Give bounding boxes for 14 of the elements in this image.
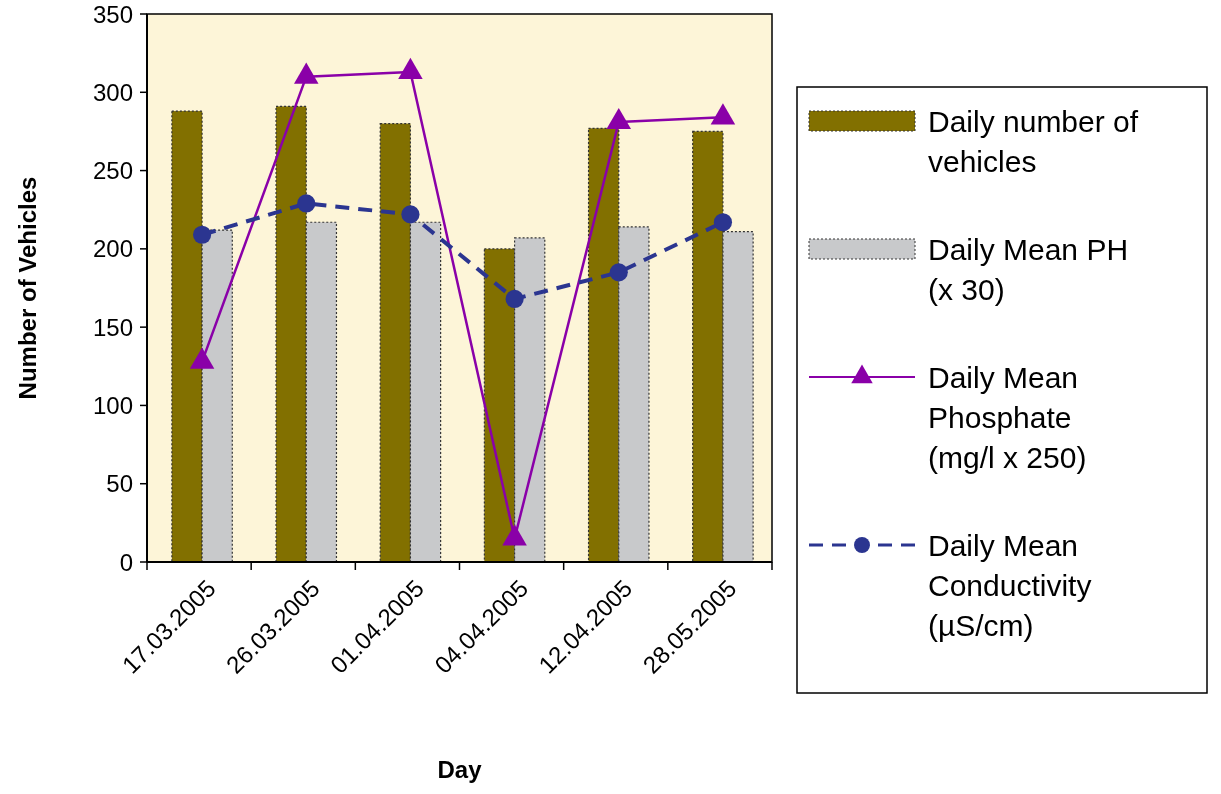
- y-tick-label: 150: [92, 313, 133, 341]
- y-tick-label: 300: [92, 78, 133, 106]
- y-tick-label: 50: [106, 470, 133, 498]
- y-tick-label: 250: [92, 157, 133, 185]
- legend-label: Daily number of vehicles: [928, 104, 1139, 178]
- y-tick-label: 350: [92, 0, 133, 28]
- y-axis-title: Number of Vehicles: [14, 176, 41, 400]
- y-tick-label: 100: [92, 391, 133, 419]
- legend-label: Daily Mean Conductivity (µS/cm): [928, 528, 1092, 642]
- legend-label: Daily Mean Phosphate (mg/l x 250): [928, 360, 1087, 474]
- x-axis-title: Day: [437, 756, 483, 783]
- legend-label: Daily Mean PH (x 30): [928, 232, 1129, 306]
- y-tick-label: 0: [119, 548, 133, 576]
- y-tick-label: 200: [92, 235, 133, 263]
